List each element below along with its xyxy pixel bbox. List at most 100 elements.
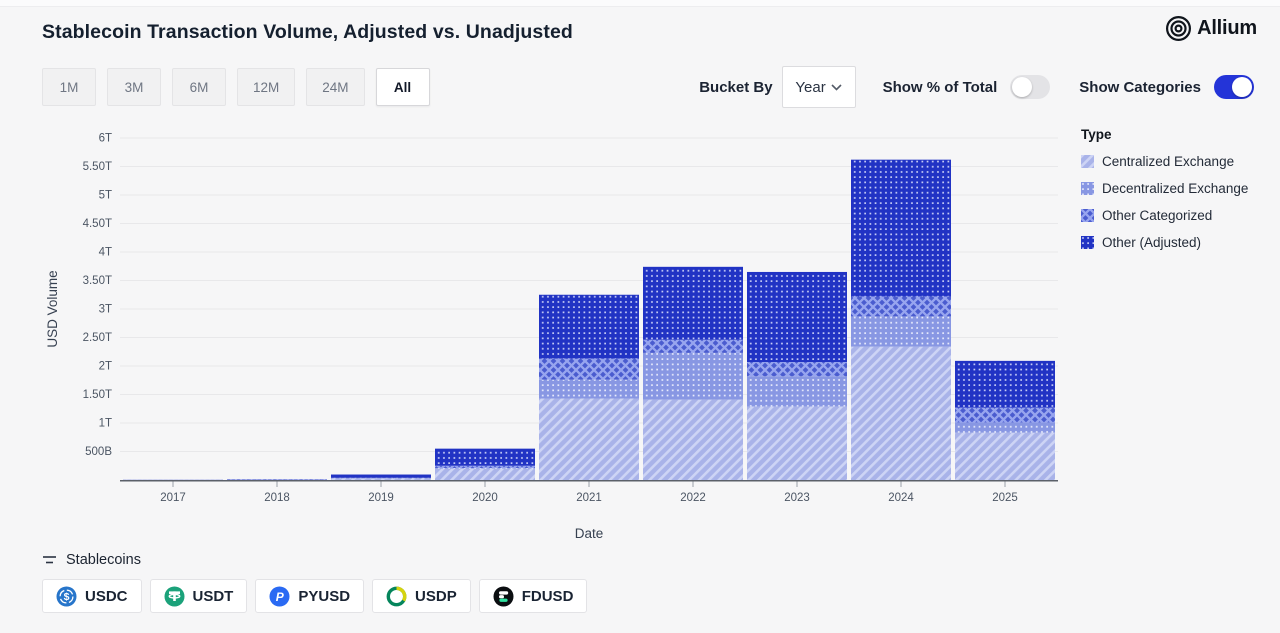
token-chip-pyusd[interactable]: P PYUSD bbox=[255, 579, 365, 613]
bar-2020-cex[interactable] bbox=[435, 468, 535, 480]
token-chip-fdusd[interactable]: FDUSD bbox=[478, 579, 588, 613]
bar-2019-cex[interactable] bbox=[331, 478, 431, 480]
range-button-24m[interactable]: 24M bbox=[306, 68, 365, 106]
y-tick-label: 2.50T bbox=[83, 332, 112, 344]
legend-swatch-dex bbox=[1081, 182, 1094, 195]
usdt-icon bbox=[164, 586, 185, 606]
token-chip-usdc[interactable]: $ USDC bbox=[42, 579, 142, 613]
bar-2022-oc[interactable] bbox=[643, 339, 743, 353]
token-chip-label: USDP bbox=[415, 587, 457, 605]
x-axis-title: Date bbox=[575, 526, 604, 541]
bar-2025-oc[interactable] bbox=[955, 407, 1055, 423]
x-tick-label: 2025 bbox=[992, 492, 1018, 504]
token-chip-label: PYUSD bbox=[298, 587, 351, 605]
y-tick-label: 5T bbox=[99, 190, 112, 202]
show-categories-toggle[interactable] bbox=[1214, 75, 1254, 99]
x-tick-label: 2021 bbox=[576, 492, 602, 504]
brand-name: Allium bbox=[1197, 17, 1257, 39]
bar-2020-oc[interactable] bbox=[435, 465, 535, 469]
allium-brand: Allium bbox=[1165, 15, 1257, 42]
y-tick-label: 3.50T bbox=[83, 275, 112, 287]
y-tick-label: 4.50T bbox=[83, 218, 112, 230]
bar-2021-oa[interactable] bbox=[539, 294, 639, 359]
range-button-1m[interactable]: 1M bbox=[42, 68, 96, 106]
toggle-knob bbox=[1232, 77, 1252, 97]
bar-2024-dex[interactable] bbox=[851, 316, 951, 347]
fdusd-icon bbox=[493, 586, 514, 606]
show-percent-toggle[interactable] bbox=[1010, 75, 1051, 99]
filter-label: Stablecoins bbox=[66, 552, 141, 568]
bar-2022-cex[interactable] bbox=[643, 399, 743, 480]
legend-swatch-oc bbox=[1081, 209, 1094, 222]
usdp-icon bbox=[386, 586, 407, 606]
x-tick-label: 2017 bbox=[160, 492, 186, 504]
legend-label: Centralized Exchange bbox=[1102, 154, 1235, 169]
token-chip-usdt[interactable]: USDT bbox=[149, 579, 248, 613]
bar-2022-oa[interactable] bbox=[643, 266, 743, 340]
bar-2021-cex[interactable] bbox=[539, 398, 639, 480]
bar-2021-dex[interactable] bbox=[539, 379, 639, 399]
legend-title: Type bbox=[1081, 127, 1112, 142]
bar-2023-cex[interactable] bbox=[747, 406, 847, 480]
y-tick-label: 6T bbox=[99, 133, 112, 145]
legend-item-oc[interactable]: Other Categorized bbox=[1081, 208, 1279, 223]
bar-2025-dex[interactable] bbox=[955, 422, 1055, 433]
y-tick-label: 1.50T bbox=[83, 389, 112, 401]
toggle-knob bbox=[1012, 77, 1033, 97]
range-button-all[interactable]: All bbox=[375, 68, 430, 106]
svg-text:$: $ bbox=[64, 591, 70, 603]
y-tick-label: 1T bbox=[99, 418, 112, 430]
time-range-button-group: 1M 3M 6M 12M 24M All bbox=[42, 68, 430, 106]
bar-2024-cex[interactable] bbox=[851, 346, 951, 480]
legend-label: Other (Adjusted) bbox=[1102, 235, 1202, 250]
stacked-bar-chart: 500B 1T 1.50T 2T 2.50T 3T 3.50T 4T 4.50T 5T 5.50T 6… bbox=[45, 133, 1058, 541]
x-tick-label: 2020 bbox=[472, 492, 498, 504]
bar-2024-oc[interactable] bbox=[851, 296, 951, 317]
x-tick-label: 2019 bbox=[368, 492, 394, 504]
bar-2021-oc[interactable] bbox=[539, 358, 639, 380]
bucket-by-value: Year bbox=[795, 78, 826, 96]
token-chip-label: FDUSD bbox=[521, 587, 574, 605]
show-percent-label: Show % of Total bbox=[882, 78, 998, 96]
bar-2023-dex[interactable] bbox=[747, 376, 847, 407]
y-axis-title: USD Volume bbox=[45, 270, 60, 347]
bar-2019-oa[interactable] bbox=[331, 474, 431, 478]
page-title: Stablecoin Transaction Volume, Adjusted … bbox=[42, 21, 573, 43]
bar-2020-oa[interactable] bbox=[435, 448, 535, 466]
bar-2020-dex[interactable] bbox=[435, 468, 535, 469]
legend-item-dex[interactable]: Decentralized Exchange bbox=[1081, 181, 1279, 196]
bar-2022-dex[interactable] bbox=[643, 352, 743, 400]
bar-2024-oa[interactable] bbox=[851, 159, 951, 297]
legend-item-oa[interactable]: Other (Adjusted) bbox=[1081, 235, 1279, 250]
chart-controls: Bucket By Year Show % of Total Show Cate… bbox=[699, 66, 1254, 108]
legend-label: Other Categorized bbox=[1102, 208, 1213, 223]
bar-2023-oa[interactable] bbox=[747, 271, 847, 363]
svg-text:P: P bbox=[276, 589, 285, 603]
legend-label: Decentralized Exchange bbox=[1102, 181, 1249, 196]
show-categories-label: Show Categories bbox=[1079, 78, 1201, 96]
bucket-by-label: Bucket By bbox=[699, 78, 773, 96]
x-tick-label: 2023 bbox=[784, 492, 810, 504]
bucket-by-select[interactable]: Year bbox=[781, 66, 856, 108]
range-button-3m[interactable]: 3M bbox=[107, 68, 161, 106]
legend-swatch-cex bbox=[1081, 155, 1094, 168]
y-tick-label: 3T bbox=[99, 304, 112, 316]
volume-chart: 500B 1T 1.50T 2T 2.50T 3T 3.50T 4T 4.50T 5T 5.50T 6… bbox=[0, 118, 1080, 543]
bar-2025-oa[interactable] bbox=[955, 360, 1055, 408]
bar-2023-oc[interactable] bbox=[747, 362, 847, 377]
y-tick-label: 4T bbox=[99, 247, 112, 259]
chevron-down-icon bbox=[831, 83, 842, 91]
token-chip-label: USDC bbox=[85, 587, 128, 605]
filter-icon bbox=[43, 556, 56, 564]
bar-2025-cex[interactable] bbox=[955, 432, 1055, 480]
pyusd-icon: P bbox=[269, 586, 290, 606]
usdc-icon: $ bbox=[56, 586, 77, 606]
legend-item-cex[interactable]: Centralized Exchange bbox=[1081, 154, 1279, 169]
token-chip-label: USDT bbox=[192, 587, 234, 605]
y-tick-label: 2T bbox=[99, 361, 112, 373]
x-tick-label: 2022 bbox=[680, 492, 706, 504]
token-chip-usdp[interactable]: USDP bbox=[372, 579, 471, 613]
legend-swatch-oa bbox=[1081, 236, 1094, 249]
range-button-6m[interactable]: 6M bbox=[172, 68, 226, 106]
range-button-12m[interactable]: 12M bbox=[237, 68, 296, 106]
